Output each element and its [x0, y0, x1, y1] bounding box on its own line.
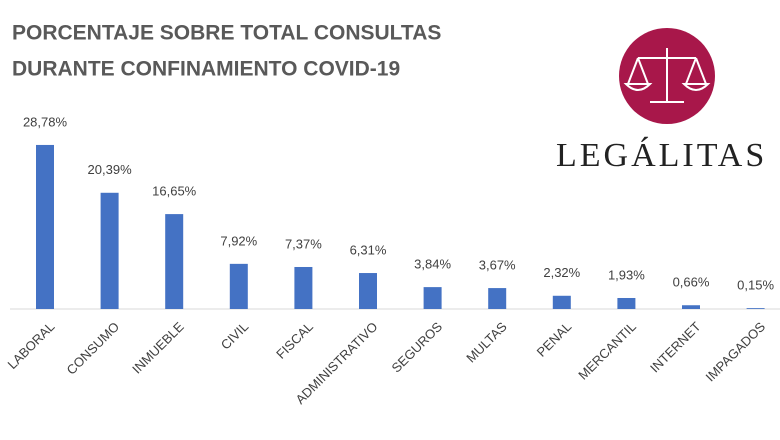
- x-tick-label: IMPAGADOS: [703, 319, 769, 385]
- x-tick-label: LABORAL: [5, 319, 58, 372]
- value-label: 7,92%: [220, 233, 257, 248]
- logo-icon: [619, 28, 715, 124]
- logo-text: LEGÁLITAS: [556, 137, 767, 174]
- bar: [423, 287, 442, 309]
- bar: [359, 273, 377, 309]
- bar: [36, 144, 54, 309]
- value-label: 16,65%: [152, 184, 197, 199]
- x-tick-label: MULTAS: [463, 319, 510, 366]
- x-tick-label: CONSUMO: [64, 319, 123, 378]
- value-label: 3,84%: [414, 257, 451, 272]
- chart-title: PORCENTAJE SOBRE TOTAL CONSULTAS: [12, 22, 441, 45]
- value-label: 2,32%: [543, 265, 580, 280]
- x-tick-label: INMUEBLE: [129, 319, 187, 377]
- x-tick-label: MERCANTIL: [575, 319, 639, 383]
- bar: [617, 297, 636, 309]
- x-tick-label: SEGUROS: [389, 319, 446, 376]
- value-label: 6,31%: [350, 242, 387, 257]
- x-tick-label: PENAL: [534, 319, 575, 360]
- bar: [294, 266, 313, 309]
- bar: [100, 192, 119, 309]
- bar: [229, 263, 248, 309]
- value-label: 20,39%: [88, 162, 133, 177]
- value-label: 0,15%: [737, 278, 774, 293]
- value-label: 0,66%: [673, 275, 710, 290]
- bar: [552, 295, 571, 309]
- bar: [682, 305, 700, 309]
- bar: [746, 308, 765, 309]
- value-label: 1,93%: [608, 267, 645, 282]
- chart-title: DURANTE CONFINAMIENTO COVID-19: [12, 58, 400, 81]
- x-tick-label: CIVIL: [218, 319, 252, 353]
- value-label: 7,37%: [285, 236, 322, 251]
- x-tick-label: INTERNET: [647, 319, 704, 376]
- value-label: 28,78%: [23, 114, 68, 129]
- bar: [488, 288, 507, 309]
- value-label: 3,67%: [479, 258, 516, 273]
- x-tick-label: FISCAL: [273, 319, 316, 362]
- bar: [165, 214, 184, 309]
